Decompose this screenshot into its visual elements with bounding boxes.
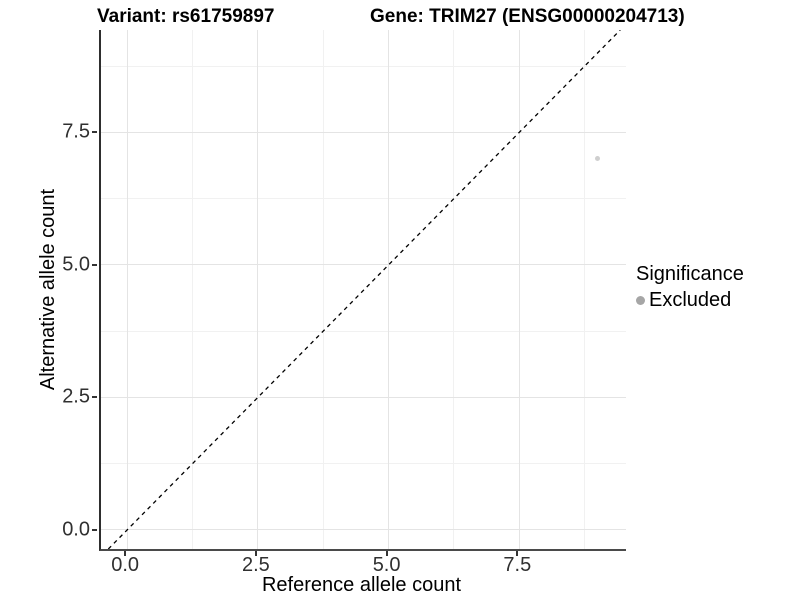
legend-item-label: Excluded [649,289,732,311]
gridline-y-major [101,131,626,133]
plot-panel [99,30,626,551]
x-tick-label: 7.5 [503,554,532,576]
gridline-x-minor [322,30,324,549]
legend-title: Significance [636,263,744,285]
chart-title-variant: Variant: rs61759897 [97,6,275,27]
x-tick-label: 0.0 [111,554,140,576]
x-tick-mark [124,551,127,556]
gridline-y-minor [101,330,626,332]
gridline-x-major [388,30,390,549]
gridline-y-minor [101,198,626,200]
y-tick-mark [92,396,97,399]
y-tick-label: 5.0 [62,253,90,276]
y-tick-mark [92,131,97,134]
legend-dot-icon [636,296,645,305]
x-tick-label: 5.0 [372,554,401,576]
x-tick-mark [385,551,388,556]
gridline-y-major [101,529,626,531]
legend-item: Excluded [636,289,744,312]
gridline-x-minor [192,30,193,549]
gridline-x-major [257,30,259,549]
y-tick-label: 0.0 [62,518,90,541]
gridline-y-major [101,396,626,398]
x-tick-mark [254,551,257,556]
chart-title-gene: Gene: TRIM27 (ENSG00000204713) [370,6,685,27]
y-tick-mark [92,528,97,531]
gridline-y-major [101,264,626,266]
x-tick-mark [516,551,519,556]
gridline-x-minor [584,30,586,549]
y-axis-title: Alternative allele count [37,188,60,391]
x-axis-title: Reference allele count [261,574,461,596]
x-tick-label: 2.5 [241,554,270,576]
gridline-y-minor [101,65,626,67]
data-point [595,156,601,162]
identity-dashed-line [107,30,621,549]
gridline-y-minor [101,463,626,465]
y-tick-label: 2.5 [62,385,90,408]
y-tick-mark [92,263,97,266]
gridline-x-major [518,30,520,549]
gridline-x-minor [453,30,455,549]
legend: Significance Excluded [636,263,744,312]
gridline-x-major [126,30,128,549]
legend-items: Excluded [636,289,744,312]
y-tick-label: 7.5 [62,120,90,143]
